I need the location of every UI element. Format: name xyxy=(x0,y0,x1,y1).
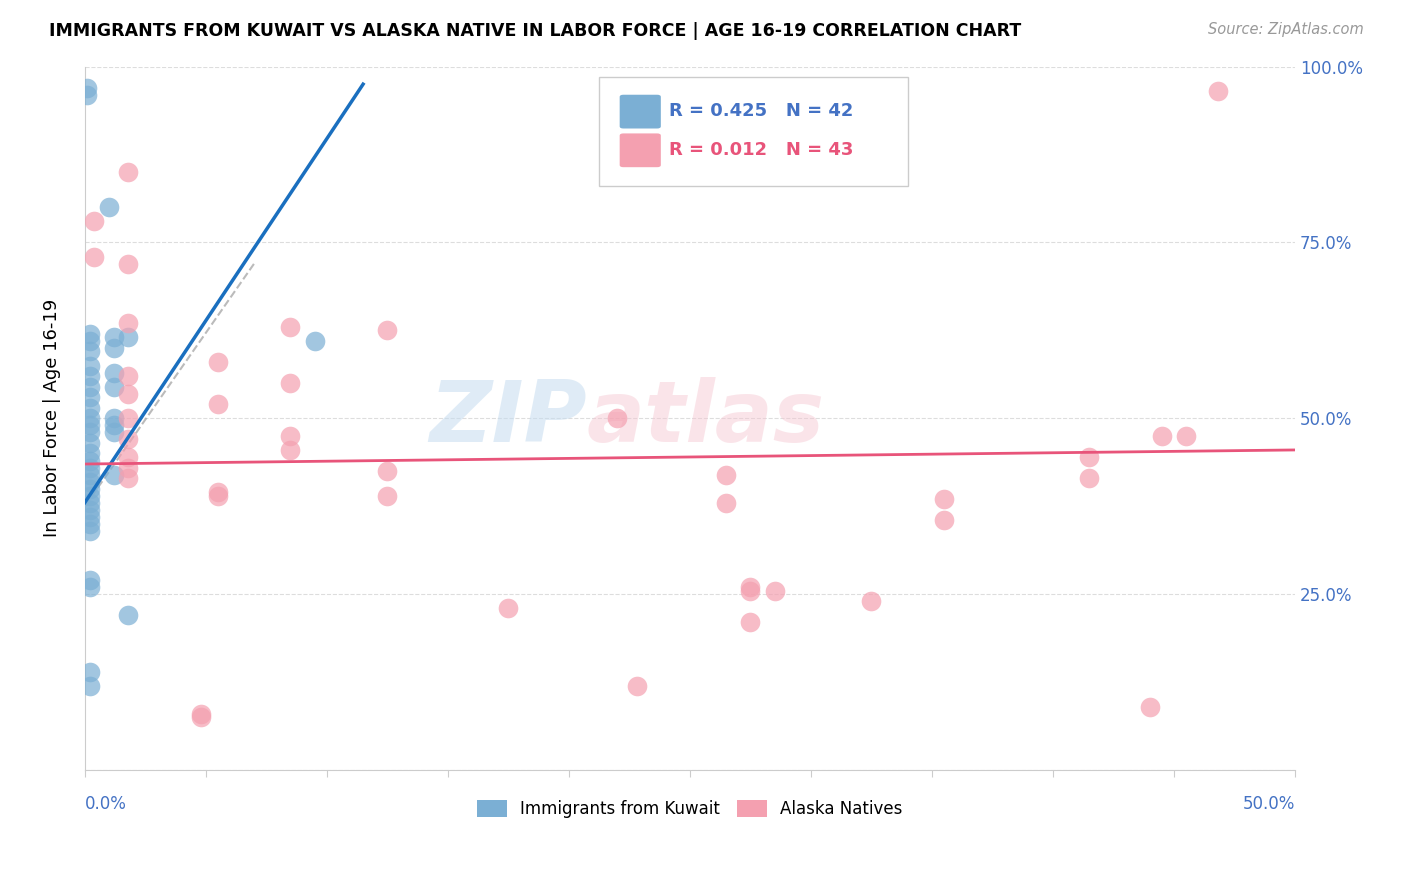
Point xyxy=(606,411,628,425)
Point xyxy=(79,446,101,460)
Point xyxy=(932,513,955,527)
Point xyxy=(79,326,101,341)
Point xyxy=(79,524,101,538)
Point xyxy=(626,679,648,693)
Point xyxy=(83,214,105,228)
Point xyxy=(79,344,101,359)
Point xyxy=(207,355,229,369)
Legend: Immigrants from Kuwait, Alaska Natives: Immigrants from Kuwait, Alaska Natives xyxy=(471,794,910,825)
Point xyxy=(117,460,139,475)
Text: Source: ZipAtlas.com: Source: ZipAtlas.com xyxy=(1208,22,1364,37)
Point xyxy=(117,386,139,401)
Point xyxy=(83,250,105,264)
Point xyxy=(79,359,101,373)
Point xyxy=(76,87,98,102)
Point xyxy=(117,450,139,464)
Text: R = 0.012   N = 43: R = 0.012 N = 43 xyxy=(669,141,853,159)
Point xyxy=(763,583,786,598)
Text: R = 0.425   N = 42: R = 0.425 N = 42 xyxy=(669,102,853,120)
Point xyxy=(79,460,101,475)
Point xyxy=(79,411,101,425)
Point xyxy=(103,425,125,440)
Point xyxy=(117,608,139,623)
Point xyxy=(103,467,125,482)
Point xyxy=(1175,429,1198,443)
Point xyxy=(498,601,520,615)
Text: 0.0%: 0.0% xyxy=(84,795,127,813)
Point xyxy=(79,679,101,693)
Point xyxy=(79,334,101,348)
Point xyxy=(190,710,212,724)
Point xyxy=(117,330,139,344)
Point xyxy=(79,369,101,384)
Point xyxy=(79,418,101,433)
Point xyxy=(103,341,125,355)
Text: 50.0%: 50.0% xyxy=(1243,795,1295,813)
Point xyxy=(103,330,125,344)
Point xyxy=(860,594,883,608)
Point xyxy=(375,464,398,478)
Point xyxy=(79,379,101,393)
Point xyxy=(207,397,229,411)
Point xyxy=(932,492,955,507)
Point xyxy=(117,256,139,270)
Point xyxy=(79,467,101,482)
Point xyxy=(79,425,101,440)
Point xyxy=(117,471,139,485)
Point xyxy=(714,496,737,510)
Point xyxy=(79,502,101,516)
Point xyxy=(79,436,101,450)
FancyBboxPatch shape xyxy=(599,77,908,186)
FancyBboxPatch shape xyxy=(620,134,661,167)
Point xyxy=(207,489,229,503)
Point xyxy=(79,516,101,531)
Point xyxy=(304,334,326,348)
Text: atlas: atlas xyxy=(586,376,825,459)
Point xyxy=(79,489,101,503)
Point xyxy=(280,376,302,391)
Y-axis label: In Labor Force | Age 16-19: In Labor Force | Age 16-19 xyxy=(44,299,60,537)
Point xyxy=(79,580,101,594)
Point xyxy=(97,200,120,214)
Point xyxy=(1078,450,1101,464)
Point xyxy=(117,369,139,384)
Point xyxy=(103,418,125,433)
Point xyxy=(207,485,229,500)
Point xyxy=(117,316,139,330)
Point xyxy=(103,366,125,380)
Point xyxy=(117,433,139,447)
Point xyxy=(79,509,101,524)
Point xyxy=(79,496,101,510)
Point xyxy=(280,429,302,443)
Point xyxy=(1139,699,1161,714)
Point xyxy=(117,411,139,425)
Point xyxy=(103,411,125,425)
Point xyxy=(740,583,762,598)
Point xyxy=(79,665,101,679)
Point xyxy=(740,615,762,630)
Point xyxy=(1150,429,1173,443)
Point xyxy=(190,706,212,721)
Point xyxy=(1206,84,1229,98)
Point xyxy=(103,379,125,393)
Text: IMMIGRANTS FROM KUWAIT VS ALASKA NATIVE IN LABOR FORCE | AGE 16-19 CORRELATION C: IMMIGRANTS FROM KUWAIT VS ALASKA NATIVE … xyxy=(49,22,1022,40)
Point xyxy=(117,165,139,179)
FancyBboxPatch shape xyxy=(620,95,661,128)
Point xyxy=(375,489,398,503)
Point xyxy=(79,573,101,587)
Point xyxy=(79,453,101,467)
Point xyxy=(740,580,762,594)
Point xyxy=(76,80,98,95)
Point xyxy=(714,467,737,482)
Point xyxy=(280,319,302,334)
Point xyxy=(375,323,398,337)
Text: ZIP: ZIP xyxy=(429,376,586,459)
Point xyxy=(79,482,101,496)
Point xyxy=(79,475,101,489)
Point xyxy=(79,390,101,404)
Point xyxy=(280,442,302,457)
Point xyxy=(1078,471,1101,485)
Point xyxy=(79,401,101,415)
